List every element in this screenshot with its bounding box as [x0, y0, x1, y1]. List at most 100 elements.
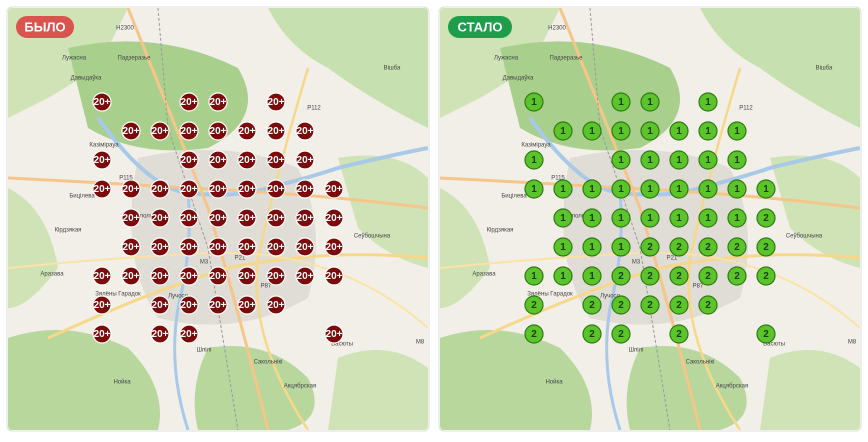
marker-label: 20+	[326, 242, 343, 253]
marker-label: 20+	[181, 242, 198, 253]
marker-label: 20+	[268, 271, 285, 282]
map-label: Сакольнікі	[254, 360, 283, 366]
marker-label: 1	[705, 155, 711, 166]
marker-label: 2	[676, 329, 682, 340]
marker-label: 1	[531, 271, 537, 282]
marker	[150, 179, 170, 199]
marker	[324, 208, 344, 228]
marker	[582, 179, 602, 199]
map-label: Падзеразье	[550, 56, 584, 62]
marker-label: 20+	[181, 300, 198, 311]
marker-label: 2	[705, 242, 711, 253]
map-label: Казімірауа	[521, 143, 551, 149]
marker	[640, 121, 660, 141]
marker-label: 20+	[152, 271, 169, 282]
marker-label: 20+	[181, 155, 198, 166]
marker	[524, 295, 544, 315]
marker	[524, 179, 544, 199]
map-label: Вішба	[816, 66, 833, 72]
marker	[611, 121, 631, 141]
marker-label: 20+	[297, 126, 314, 137]
marker	[553, 208, 573, 228]
marker-label: 1	[589, 184, 595, 195]
marker	[92, 92, 112, 112]
marker-label: 1	[734, 126, 740, 137]
marker	[582, 324, 602, 344]
marker-label: 1	[676, 184, 682, 195]
marker	[324, 266, 344, 286]
map-label: М3	[632, 260, 641, 266]
marker-label: 20+	[268, 126, 285, 137]
marker	[121, 179, 141, 199]
marker	[582, 121, 602, 141]
marker-label: 20+	[239, 126, 256, 137]
marker-label: 1	[734, 213, 740, 224]
marker	[92, 324, 112, 344]
marker	[698, 266, 718, 286]
marker-label: 20+	[210, 242, 227, 253]
map-label: Сеўбошчына	[786, 233, 823, 240]
marker-label: 2	[618, 271, 624, 282]
marker-label: 2	[531, 329, 537, 340]
marker	[756, 179, 776, 199]
marker	[640, 237, 660, 257]
marker	[208, 266, 228, 286]
marker	[208, 92, 228, 112]
map-label: М8	[848, 340, 857, 346]
marker	[611, 150, 631, 170]
badge-text: БЫЛО	[24, 19, 65, 34]
marker-label: 1	[647, 155, 653, 166]
marker	[582, 266, 602, 286]
marker	[698, 179, 718, 199]
map-label: Шпілі	[197, 348, 212, 354]
marker-label: 20+	[94, 155, 111, 166]
marker	[611, 179, 631, 199]
marker	[611, 92, 631, 112]
marker-label: 1	[647, 126, 653, 137]
marker-label: 20+	[297, 155, 314, 166]
marker	[208, 237, 228, 257]
marker	[727, 266, 747, 286]
marker	[756, 208, 776, 228]
badge	[16, 16, 74, 38]
marker	[640, 179, 660, 199]
marker	[582, 237, 602, 257]
marker-label: 1	[618, 97, 624, 108]
marker	[237, 266, 257, 286]
marker-label: 20+	[268, 155, 285, 166]
map-label: Кірдзякая	[487, 228, 514, 234]
marker	[324, 179, 344, 199]
marker	[669, 179, 689, 199]
marker	[179, 92, 199, 112]
marker-label: 20+	[94, 97, 111, 108]
marker	[208, 208, 228, 228]
marker-label: 1	[531, 184, 537, 195]
marker-label: 2	[676, 271, 682, 282]
marker-label: 2	[618, 329, 624, 340]
marker	[611, 237, 631, 257]
marker-label: 20+	[297, 271, 314, 282]
marker	[640, 150, 660, 170]
map-label: Р21	[667, 256, 678, 262]
marker	[266, 121, 286, 141]
marker	[92, 179, 112, 199]
marker	[669, 121, 689, 141]
map-label: Нойка	[545, 379, 563, 386]
marker-label: 1	[705, 97, 711, 108]
marker-label: 1	[618, 242, 624, 253]
marker-label: 20+	[123, 126, 140, 137]
marker	[179, 266, 199, 286]
marker-label: 20+	[152, 242, 169, 253]
marker	[756, 266, 776, 286]
map-label: Р112	[307, 106, 321, 112]
marker-label: 1	[676, 126, 682, 137]
marker	[611, 324, 631, 344]
marker-label: 20+	[210, 126, 227, 137]
marker-label: 20+	[239, 271, 256, 282]
map-label: Кірдзякая	[55, 228, 82, 234]
marker	[524, 266, 544, 286]
marker-label: 20+	[210, 271, 227, 282]
map-label: Казімірауа	[89, 143, 119, 149]
marker-label: 1	[676, 155, 682, 166]
marker-label: 1	[705, 126, 711, 137]
